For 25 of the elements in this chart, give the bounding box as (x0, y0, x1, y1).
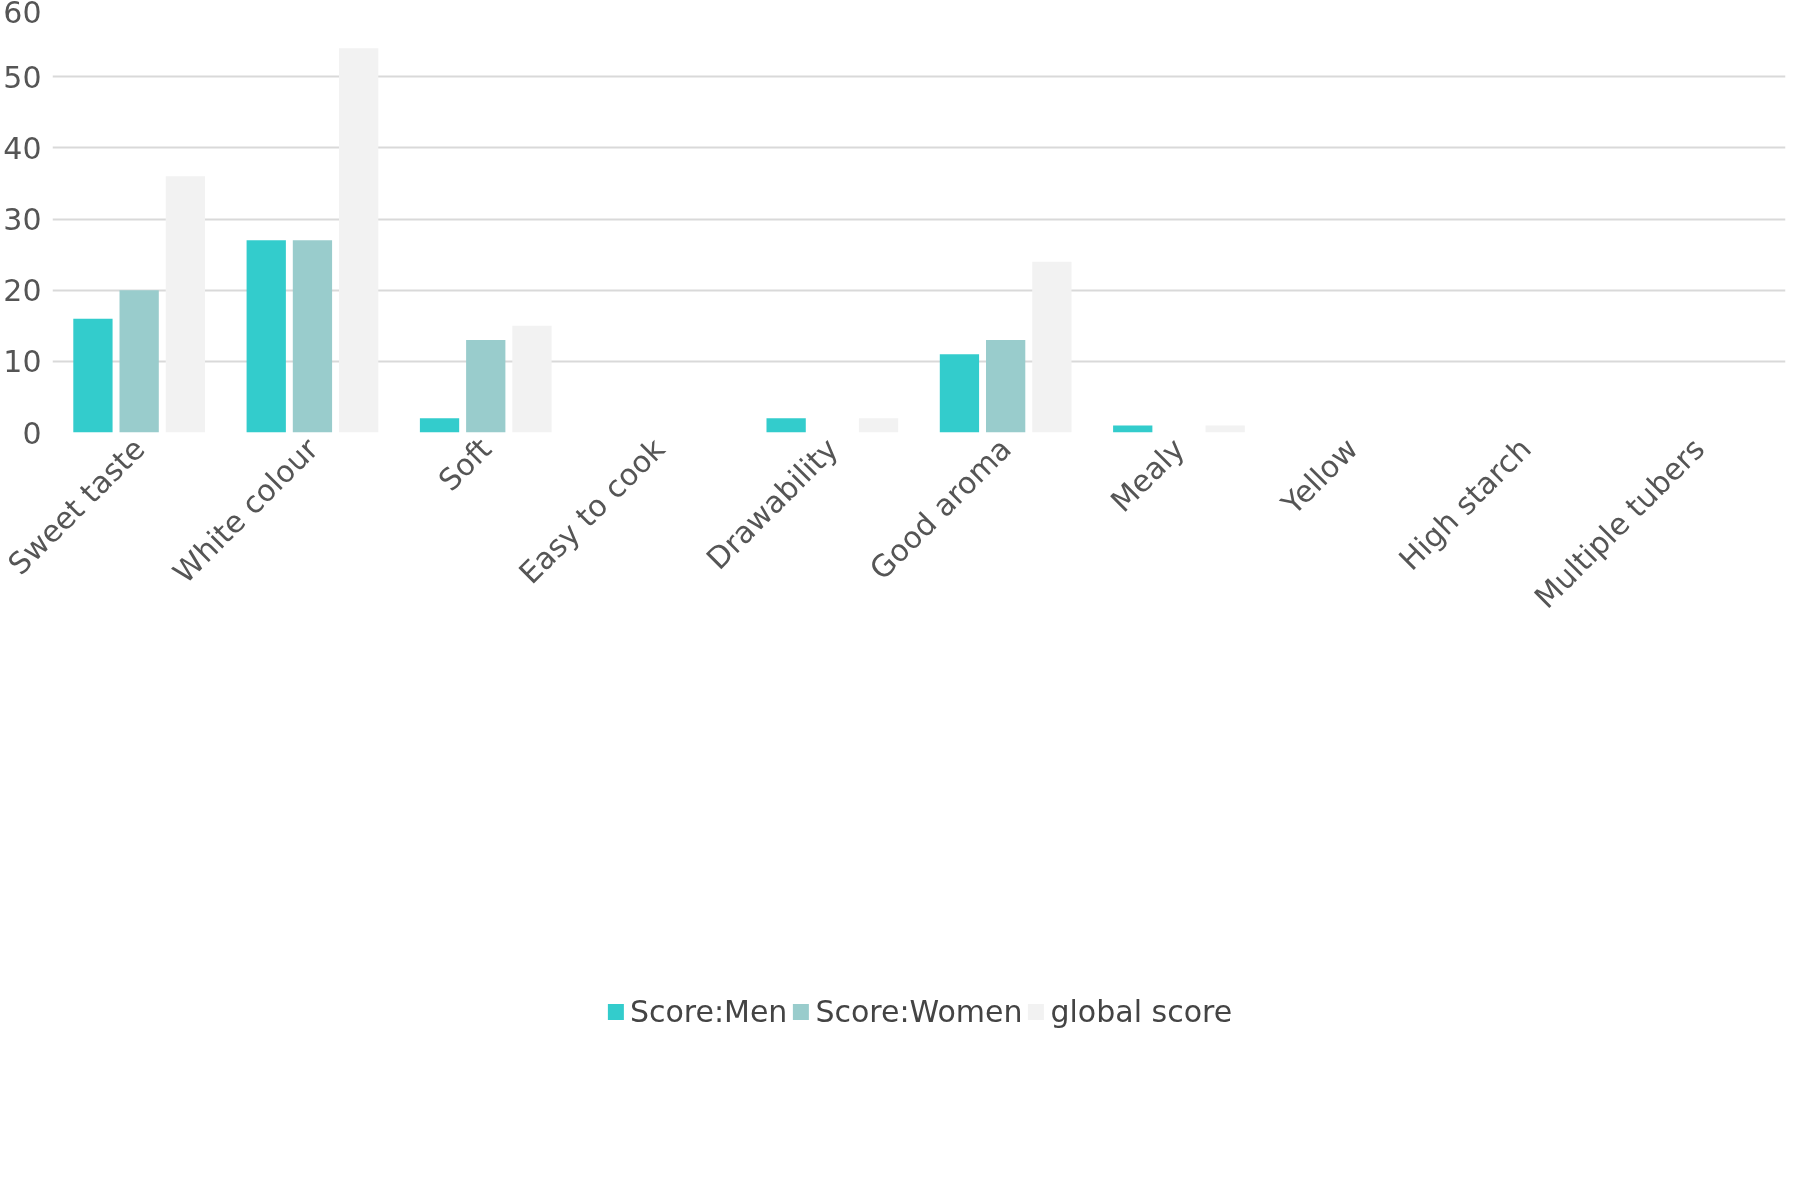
bar (339, 48, 379, 433)
bar (119, 290, 159, 433)
legend-label: global score (1050, 993, 1233, 1029)
y-tick-label: 60 (3, 0, 42, 30)
y-tick-label: 30 (3, 202, 42, 237)
bar (246, 240, 286, 433)
bar (986, 339, 1026, 433)
bar (73, 318, 113, 433)
bar (1032, 261, 1072, 433)
y-tick-label: 20 (3, 273, 42, 309)
x-tick-label: Soft (431, 430, 499, 498)
y-tick-label: 40 (3, 130, 42, 166)
bar (419, 418, 460, 433)
bar (939, 354, 980, 433)
bar (466, 339, 506, 433)
y-tick-label: 50 (3, 59, 42, 95)
bar (292, 240, 333, 433)
legend-label: Score:Men (629, 993, 788, 1029)
bar (1113, 425, 1153, 433)
bar (766, 418, 806, 433)
y-tick-label: 0 (22, 415, 42, 451)
bar (512, 325, 552, 433)
y-tick-label: 10 (3, 344, 42, 380)
bar (165, 176, 205, 433)
legend-label: Score:Women (815, 993, 1023, 1029)
